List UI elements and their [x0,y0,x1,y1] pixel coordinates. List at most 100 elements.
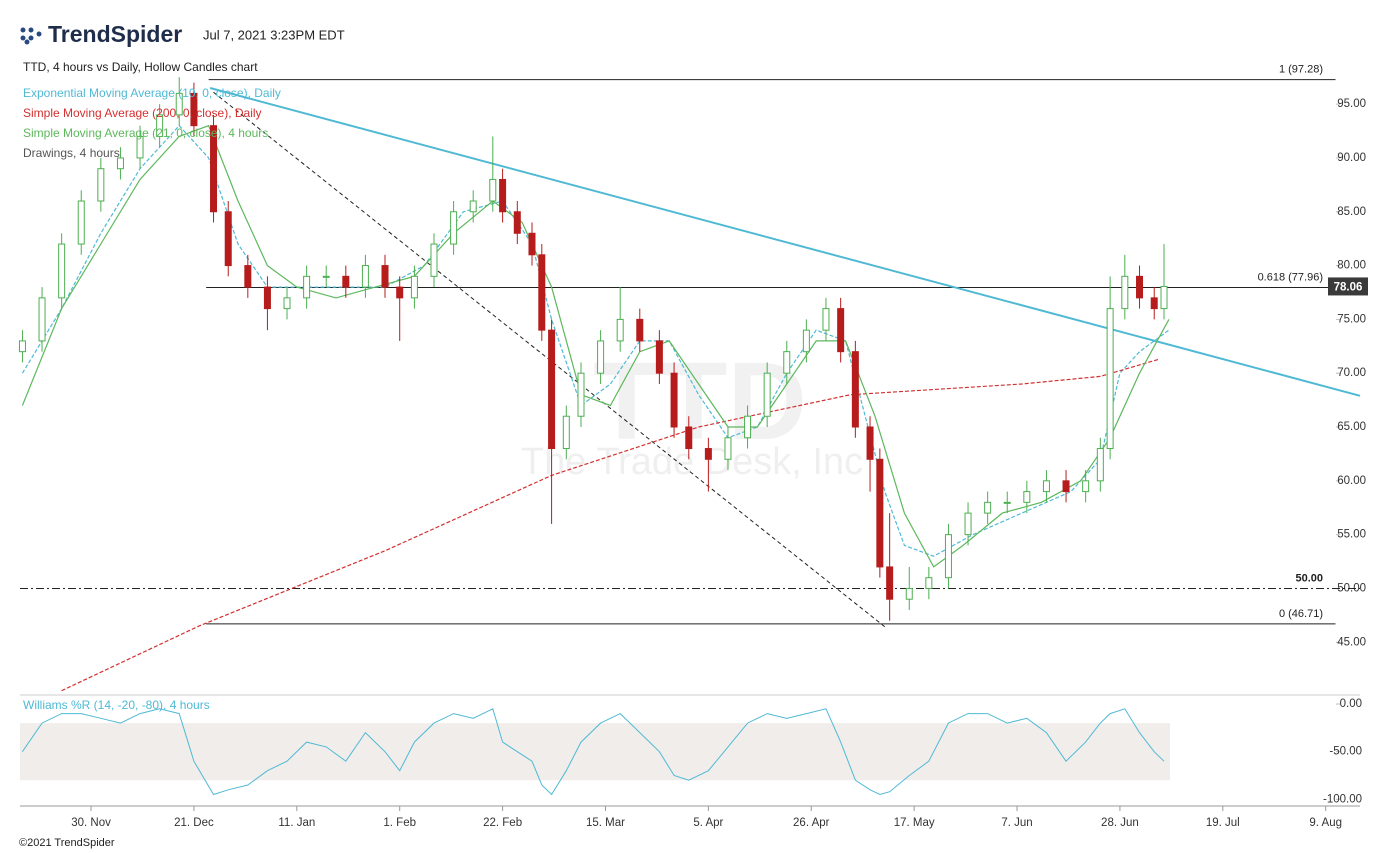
candle-body [322,275,330,278]
candle-body [156,114,164,137]
candle-body [802,329,810,353]
chart-title: TTD, 4 hours vs Daily, Hollow Candles ch… [23,60,258,74]
candle-body [548,329,556,450]
candle-body [905,587,913,600]
candle-body [636,318,644,342]
indicator-y-tick-label: -50.00 [1329,746,1362,758]
x-tick-label: 15. Mar [586,817,625,829]
candle-body [190,92,198,127]
candle-body [58,243,66,299]
level-label: 50.00 [1295,572,1323,584]
moving-average [21,124,1170,557]
candle-body [822,308,830,331]
candle-body [783,351,791,374]
candle-body [489,178,497,202]
candle-body [410,275,418,299]
logo [20,27,42,45]
y-tick-label: 70.00 [1337,367,1366,379]
candle-body [175,92,183,116]
footer: ©2021 TrendSpider [19,837,115,849]
candle-body [77,200,85,245]
y-tick-label: 95.00 [1337,98,1366,110]
candle-body [925,577,933,589]
candle-body [851,351,859,428]
trendline [209,87,1361,397]
candle-body [724,437,732,460]
candle-body [866,426,874,460]
candle-body [1082,480,1090,493]
candle-body [396,286,404,299]
candle-body [303,275,311,299]
candle-body [538,254,546,331]
level-label: 0 (46.71) [1279,608,1323,620]
y-tick-label: 60.00 [1337,475,1366,487]
candle-body [18,340,26,353]
candle-body [38,297,46,342]
last-price-label: 78.06 [1334,281,1363,293]
candle-body [1150,297,1158,310]
candle-body [744,415,752,439]
indicator-y-tick-label: 0.00 [1340,698,1362,710]
indicator-name: Williams %R (14, -20, -80), 4 hours [23,698,210,712]
legend-entry: Exponential Moving Average (10, 0, close… [23,86,281,100]
candle-body [210,125,218,213]
candle-body [964,512,972,536]
x-tick-label: 22. Feb [483,817,522,829]
candle-body [1121,275,1129,310]
y-tick-label: 65.00 [1337,421,1366,433]
candle-body [984,501,992,514]
indicator-band [20,723,1170,781]
candle-body [116,157,124,170]
candle-body [886,566,894,600]
candle-body [97,168,105,202]
candle-body [616,318,624,342]
moving-average [61,358,1160,692]
x-tick-label: 11. Jan [278,817,315,829]
legend-entry: Simple Moving Average (21, 0, close), 4 … [23,126,268,140]
y-tick-label: 80.00 [1337,260,1366,272]
legend-entry: Drawings, 4 hours [23,146,120,160]
candle-body [685,426,693,450]
timestamp: Jul 7, 2021 3:23PM EDT [203,27,345,42]
x-tick-label: 19. Jul [1206,817,1240,829]
y-tick-label: 45.00 [1337,636,1366,648]
x-tick-label: 7. Jun [1001,817,1032,829]
last-price-box [1328,277,1368,296]
candle-body [1042,480,1050,493]
candle-body [499,178,507,213]
candle-body [876,458,884,568]
candle-body [361,265,369,288]
x-tick-label: 30. Nov [71,817,111,829]
williams-line [21,708,1165,796]
candle-body [1003,501,1011,504]
candle-body [528,232,536,256]
x-tick-label: 9. Aug [1309,817,1342,829]
candle-body [1023,491,1031,503]
x-tick-label: 5. Apr [693,817,723,829]
candle-body [670,372,678,428]
candle-body [224,211,232,267]
candle-body [136,135,144,159]
candle-body [244,265,252,288]
indicator-y-tick-label: -100.00 [1323,793,1362,805]
x-tick-label: 21. Dec [174,817,214,829]
y-tick-label: 75.00 [1337,313,1366,325]
candle-body [1160,285,1168,310]
candle-body [283,297,291,310]
candle-body [1106,308,1114,450]
x-tick-label: 26. Apr [793,817,830,829]
candle-body [577,372,585,417]
brand: TrendSpider [48,21,182,47]
candle-body [944,534,952,579]
x-tick-label: 1. Feb [383,817,416,829]
candle-body [1096,448,1104,482]
candle-body [562,415,570,450]
candle-body [655,340,663,374]
x-tick-label: 28. Jun [1101,817,1139,829]
candle-body [1062,480,1070,493]
candle-body [469,200,477,213]
moving-average [21,124,1170,568]
candle-body [837,308,845,353]
